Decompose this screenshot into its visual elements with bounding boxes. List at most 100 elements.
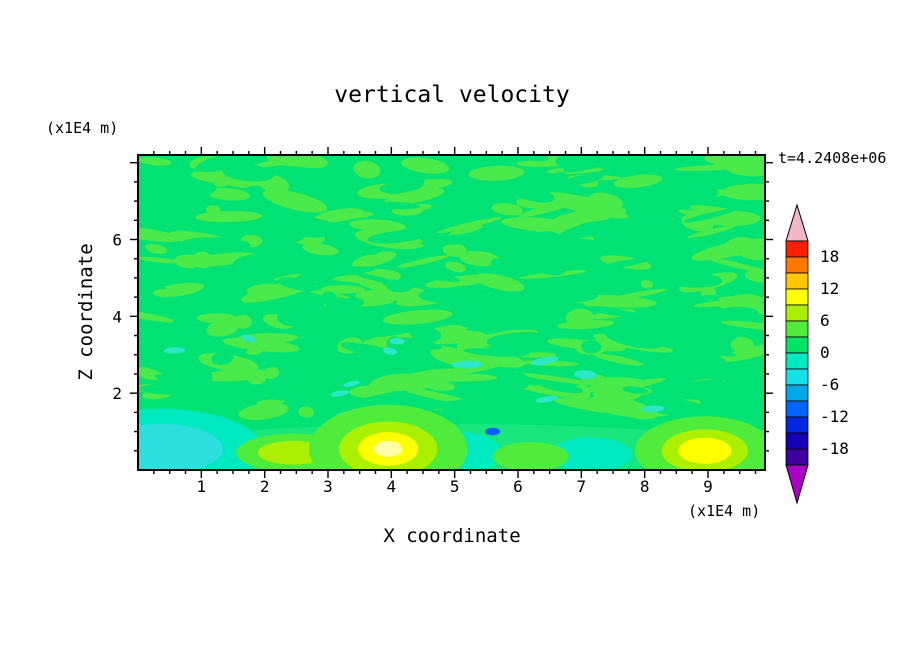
texture-speck <box>301 366 352 376</box>
texture-speck <box>593 230 628 244</box>
texture-speck <box>216 382 259 400</box>
texture-speck <box>714 306 759 320</box>
colorbar-cell <box>785 320 809 338</box>
colorbar-cell <box>785 368 809 386</box>
colorbar-label: -12 <box>820 407 849 426</box>
texture-speck <box>426 381 456 392</box>
texture-speck <box>622 386 648 394</box>
texture-speck <box>392 267 461 282</box>
texture-speck <box>396 353 440 370</box>
texture-speck <box>535 395 558 403</box>
colorbar-cell <box>785 288 809 306</box>
texture-speck <box>195 155 255 172</box>
texture-speck <box>448 225 484 236</box>
colorbar-label: -18 <box>820 439 849 458</box>
texture-speck <box>523 231 563 249</box>
texture-speck <box>565 291 598 302</box>
texture-speck <box>581 306 649 319</box>
texture-speck <box>683 208 737 223</box>
texture-speck <box>641 405 665 413</box>
texture-speck <box>144 243 168 254</box>
x-tick-label: 1 <box>197 477 207 496</box>
texture-speck <box>369 289 425 302</box>
texture-speck <box>145 272 180 286</box>
texture-speck <box>473 273 525 292</box>
colorbar-label: -6 <box>820 375 839 394</box>
texture-speck <box>453 399 485 413</box>
texture-speck <box>555 155 587 171</box>
texture-speck <box>370 201 421 210</box>
texture-speck <box>384 188 445 206</box>
colorbar-label: 0 <box>820 343 830 362</box>
colorbar-cell <box>785 448 809 466</box>
texture-speck <box>206 187 250 201</box>
texture-speck <box>644 329 673 340</box>
texture-speck <box>563 173 604 185</box>
texture-speck <box>205 288 234 305</box>
texture-speck <box>138 175 165 186</box>
texture-speck <box>138 283 167 290</box>
texture-speck <box>252 155 311 168</box>
texture-speck <box>367 230 429 244</box>
texture-speck <box>557 319 615 330</box>
texture-speck <box>436 217 503 234</box>
tick-labels: 1 2 3 4 5 6 7 8 9 2 4 6 <box>112 231 712 496</box>
texture-speck <box>589 273 625 292</box>
texture-speck <box>382 309 453 325</box>
colorbar-cell <box>785 400 809 418</box>
texture-speck <box>460 318 475 328</box>
texture-speck <box>138 310 175 323</box>
texture-speck <box>459 250 500 267</box>
texture-speck <box>348 390 408 407</box>
x-axis-unit-label: (x1E4 m) <box>688 502 760 520</box>
texture-speck <box>152 282 205 298</box>
texture-speck <box>318 211 374 220</box>
texture-speck <box>744 269 765 283</box>
texture-speck <box>401 157 450 174</box>
time-label: t=4.2408e+06 <box>778 149 886 167</box>
texture-speck <box>721 183 765 201</box>
texture-speck <box>676 380 736 396</box>
texture-speck <box>262 189 328 213</box>
colorbar-label: 12 <box>820 279 839 298</box>
texture-speck <box>539 292 566 309</box>
texture-speck <box>687 225 735 238</box>
texture-speck <box>222 164 275 182</box>
texture-speck <box>581 340 602 354</box>
texture-speck <box>440 291 508 309</box>
texture-speck <box>375 360 395 368</box>
texture-speck <box>661 271 723 288</box>
colorbar: 18 12 6 0 -6 -12 -18 <box>785 203 849 505</box>
texture-speck <box>168 179 212 187</box>
texture-speck <box>353 160 381 179</box>
texture-speck <box>246 347 263 355</box>
texture-speck <box>152 209 181 224</box>
texture-speck <box>665 187 719 206</box>
texture-speck <box>605 329 665 349</box>
contour-feature <box>549 437 632 470</box>
texture-speck <box>646 398 705 417</box>
colorbar-under-arrow <box>785 464 809 505</box>
texture-speck <box>314 318 351 332</box>
plot-border <box>137 154 766 471</box>
texture-speck <box>531 356 559 366</box>
texture-speck <box>375 324 434 337</box>
texture-speck <box>382 279 397 286</box>
plot-title: vertical velocity <box>334 82 569 108</box>
texture-speck <box>139 383 197 395</box>
texture-speck <box>247 369 267 385</box>
texture-speck <box>646 314 669 323</box>
x-tick-label: 6 <box>513 477 523 496</box>
texture-speck <box>496 233 528 247</box>
contour-feature <box>138 423 223 470</box>
texture-speck <box>193 185 217 196</box>
y-axis-label: Z coordinate <box>75 243 97 380</box>
texture-speck <box>246 283 288 297</box>
texture-speck <box>684 331 738 350</box>
y-axis-unit-label: (x1E4 m) <box>46 119 118 137</box>
colorbar-over-arrow <box>785 203 809 242</box>
y-tick-label: 6 <box>112 231 122 250</box>
texture-speck <box>197 371 213 385</box>
